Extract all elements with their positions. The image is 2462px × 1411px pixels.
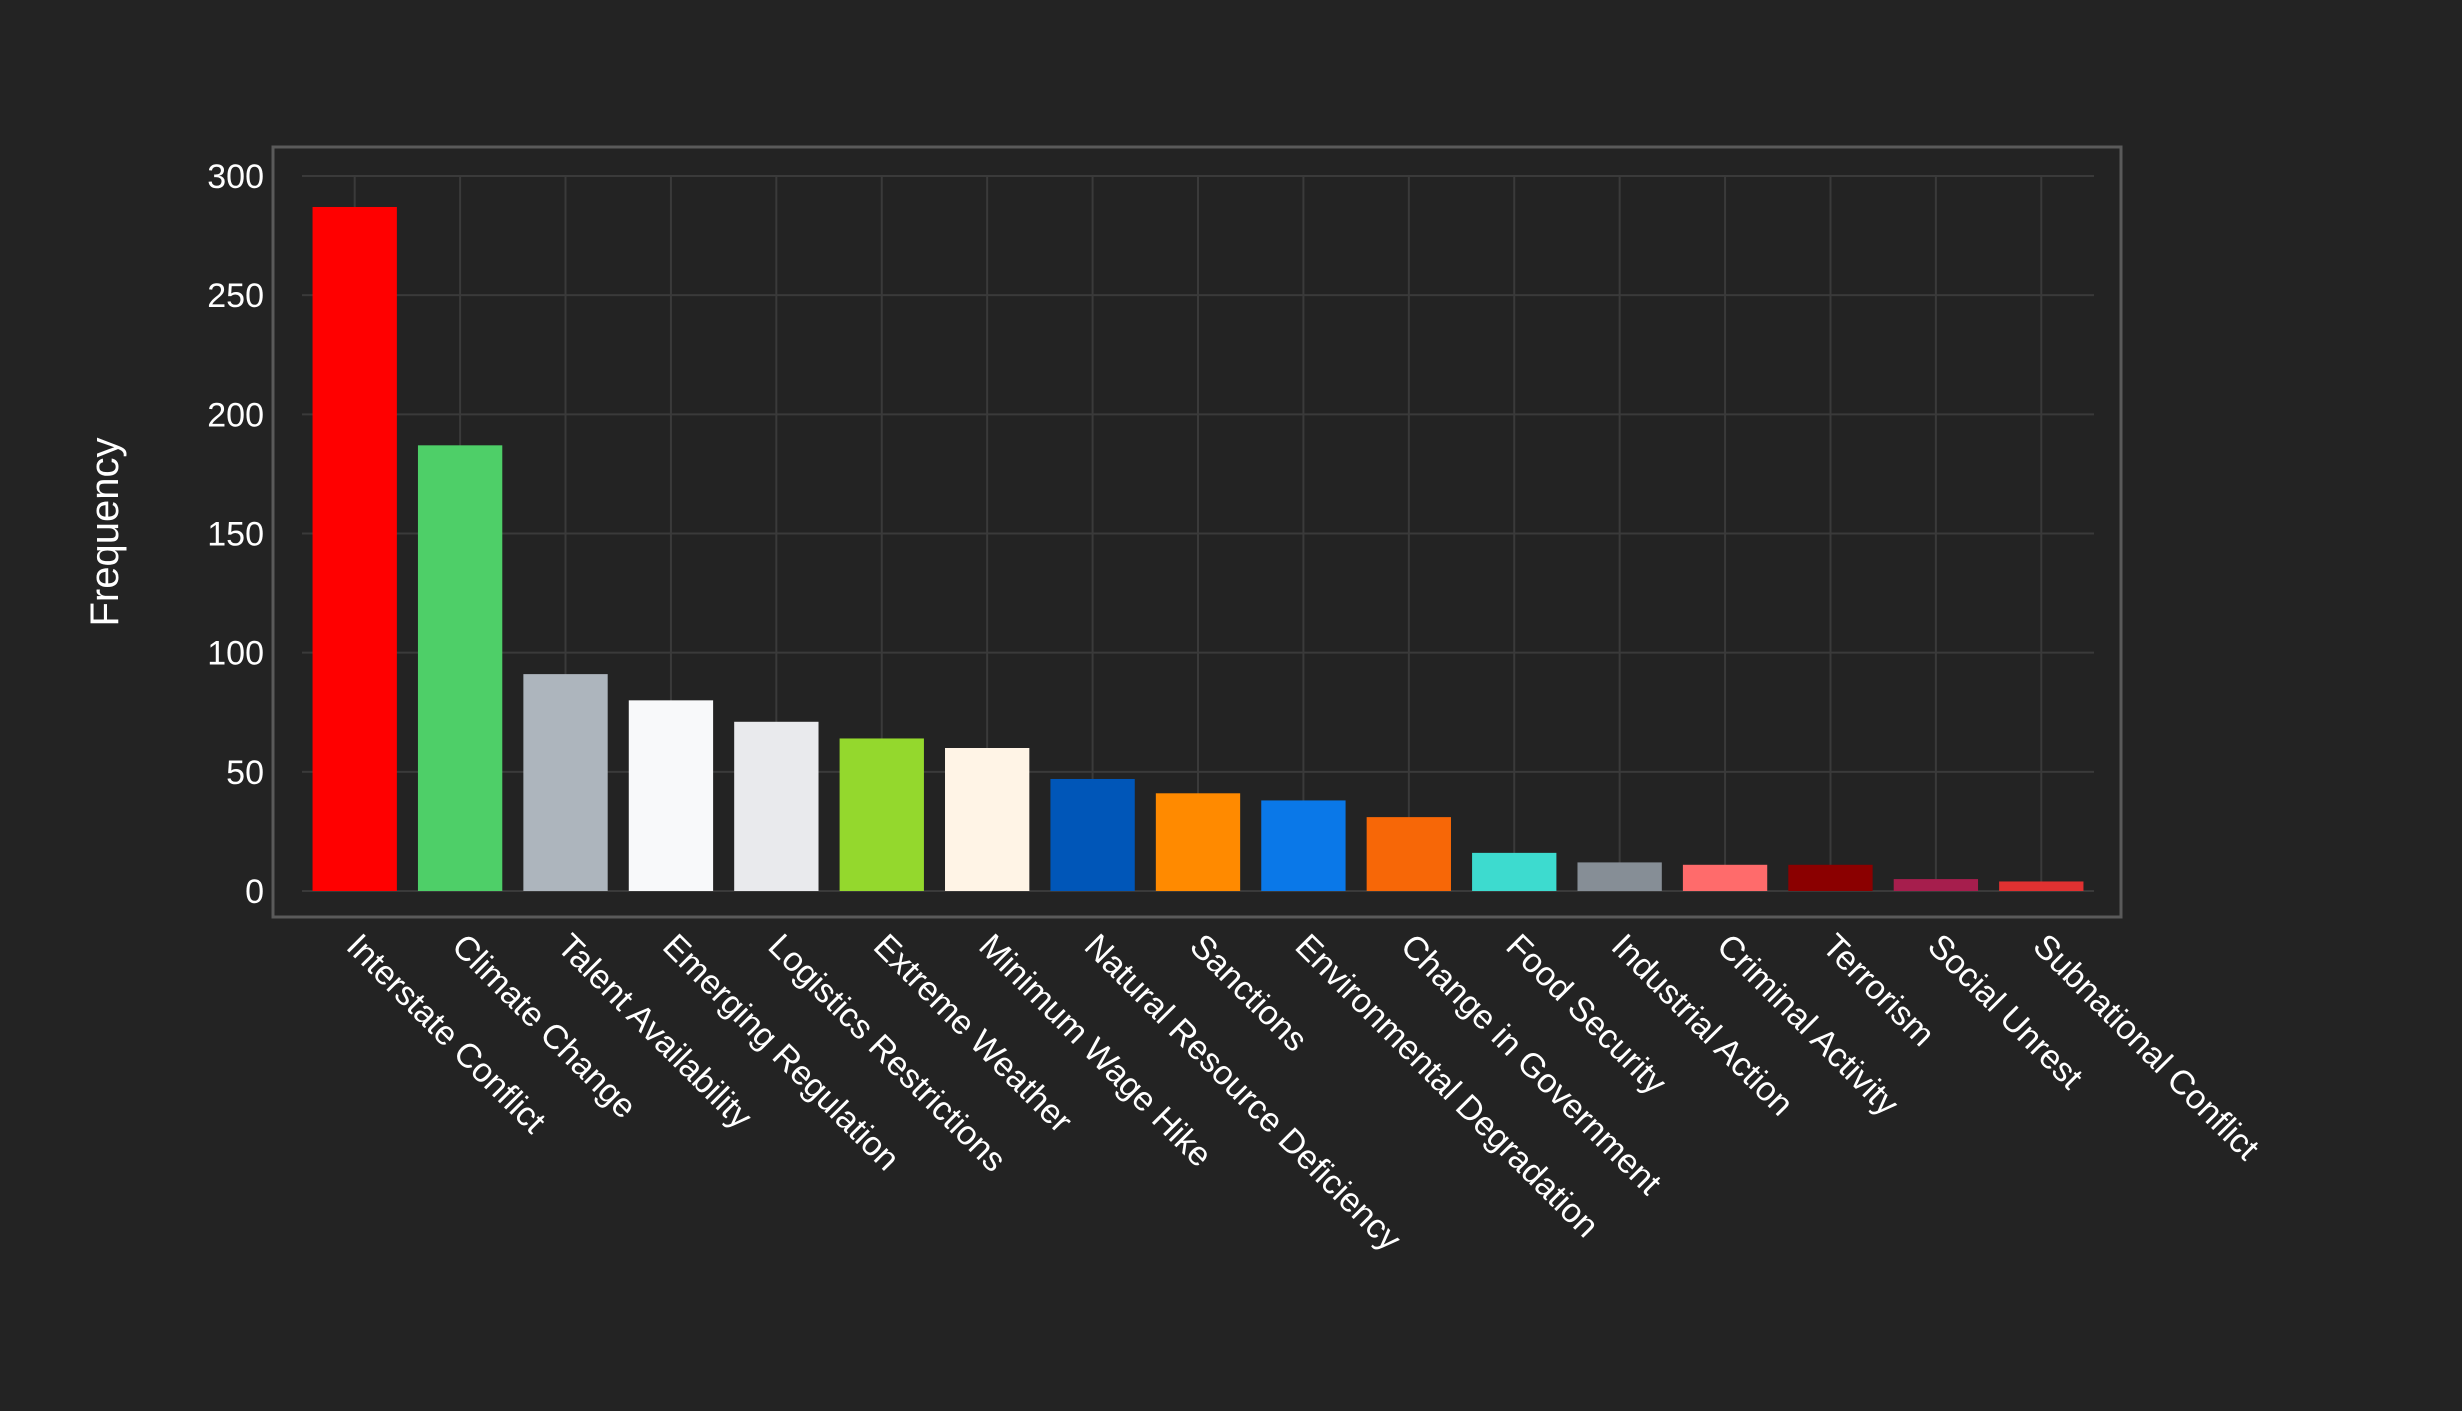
y-axis-ticks: 0 50 100 150 200 250 300 <box>207 158 264 911</box>
bar-sanctions <box>1155 793 1241 891</box>
x-tick-label: Criminal Activity <box>1709 927 1906 1124</box>
x-tick-label: Talent Availability <box>550 927 760 1137</box>
bar-extreme-weather <box>839 738 924 891</box>
bar-social-unrest <box>1893 879 1979 891</box>
bar-emerging-regulation <box>628 700 714 891</box>
bar-climate-change <box>417 445 503 891</box>
bar-terrorism <box>1788 864 1873 891</box>
y-tick-label: 0 <box>245 873 264 911</box>
bar-subnational-conflict <box>1999 881 2084 891</box>
y-tick-label: 50 <box>226 754 264 792</box>
bar-interstate-conflict <box>312 206 397 891</box>
bar-talent-availability <box>523 674 608 891</box>
plot-frame <box>271 145 2123 919</box>
bar-minimum-wage-hike <box>945 748 1030 891</box>
y-axis-title: Frequency <box>83 438 127 627</box>
y-tick-label: 250 <box>207 277 264 315</box>
bar-change-in-government <box>1366 817 1451 891</box>
x-tick-label: Climate Change <box>444 927 643 1126</box>
bars-layer <box>312 206 2084 891</box>
y-tick-label: 150 <box>207 516 264 554</box>
y-tick-label: 100 <box>207 635 264 673</box>
x-tick-label: Industrial Action <box>1604 927 1801 1124</box>
bar-food-security <box>1472 852 1557 891</box>
bar-environmental-degradation <box>1261 800 1346 891</box>
bar-natural-resource-deficiency <box>1050 778 1135 891</box>
y-tick-label: 200 <box>207 396 264 434</box>
y-tick-label: 300 <box>207 158 264 196</box>
bar-criminal-activity <box>1682 864 1768 891</box>
bar-logistics-restrictions <box>734 721 819 891</box>
x-tick-label: Extreme Weather <box>866 927 1079 1140</box>
bar-industrial-action <box>1577 862 1662 891</box>
x-tick-label: Interstate Conflict <box>339 927 553 1141</box>
